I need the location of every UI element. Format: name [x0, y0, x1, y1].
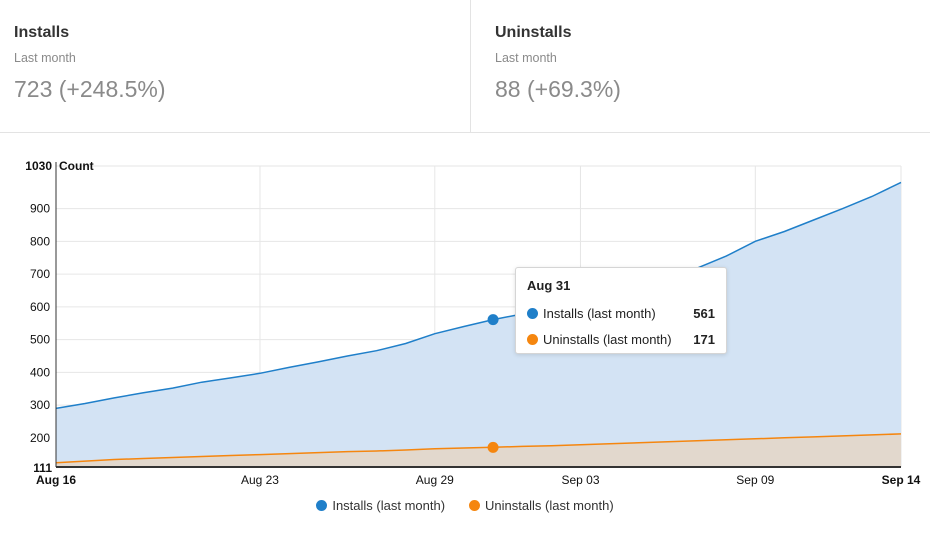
tooltip-value: 171 — [693, 331, 715, 347]
stat-period: Last month — [495, 51, 557, 65]
area-chart[interactable]: 200 300 400 500 600 700 800 900 Aug 23 Aug 29 Sep … — [0, 132, 930, 492]
uninstalls-dot-icon — [469, 500, 481, 511]
x-tick-label: Sep 03 — [561, 473, 599, 487]
chart-legend: Installs (last month) Uninstalls (last m… — [0, 498, 930, 513]
installs-hover-point — [487, 314, 499, 326]
stat-title: Uninstalls — [495, 24, 572, 41]
y-tick-label: 300 — [30, 398, 50, 412]
y-tick-label: 700 — [30, 267, 50, 281]
uninstalls-hover-point — [487, 441, 499, 453]
tooltip-row: Installs (last month) 561 — [527, 304, 715, 322]
x-end-label: Sep 14 — [882, 473, 921, 487]
tooltip-title: Aug 31 — [527, 278, 571, 293]
uninstalls-area — [56, 433, 901, 467]
y-axis-title: Count — [59, 159, 94, 173]
installs-line — [55, 181, 902, 410]
tooltip-row: Uninstalls (last month) 171 — [527, 330, 715, 348]
x-tick-label: Aug 29 — [416, 473, 454, 487]
stat-period: Last month — [14, 51, 76, 65]
uninstalls-line — [55, 433, 902, 464]
installs-dot-icon — [527, 307, 538, 319]
chart-tooltip: Aug 31 Installs (last month) 561 Uninsta… — [515, 267, 727, 354]
legend-label: Installs (last month) — [332, 498, 446, 513]
x-tick-label: Sep 09 — [736, 473, 774, 487]
legend-item-installs[interactable]: Installs (last month) — [316, 498, 445, 513]
stat-title: Installs — [14, 24, 70, 41]
legend-item-uninstalls[interactable]: Uninstalls (last month) — [469, 498, 614, 513]
y-max-label: 1030 — [25, 159, 52, 173]
installs-stat: Installs Last month 723 (+248.5%) — [0, 0, 470, 132]
y-tick-label: 400 — [30, 365, 50, 379]
y-tick-label: 600 — [30, 300, 50, 314]
y-tick-label: 200 — [30, 431, 50, 445]
stats-header: Installs Last month 723 (+248.5%) Uninst… — [0, 0, 930, 133]
x-tick-label: Aug 23 — [241, 473, 279, 487]
installs-area — [56, 182, 901, 463]
y-tick-label: 800 — [30, 234, 50, 248]
y-min-label: 111 — [33, 461, 52, 475]
installs-dot-icon — [316, 500, 328, 511]
stat-value: 723 (+248.5%) — [14, 76, 166, 102]
legend-label: Uninstalls (last month) — [485, 498, 614, 513]
tooltip-label: Uninstalls (last month) — [543, 331, 672, 347]
uninstalls-dot-icon — [527, 333, 538, 345]
tooltip-label: Installs (last month) — [543, 305, 656, 321]
y-tick-label: 900 — [30, 202, 50, 216]
y-tick-label: 500 — [30, 333, 50, 347]
tooltip-value: 561 — [693, 305, 715, 321]
uninstalls-stat: Uninstalls Last month 88 (+69.3%) — [470, 0, 930, 132]
x-start-label: Aug 16 — [36, 473, 76, 487]
stat-value: 88 (+69.3%) — [495, 76, 621, 102]
